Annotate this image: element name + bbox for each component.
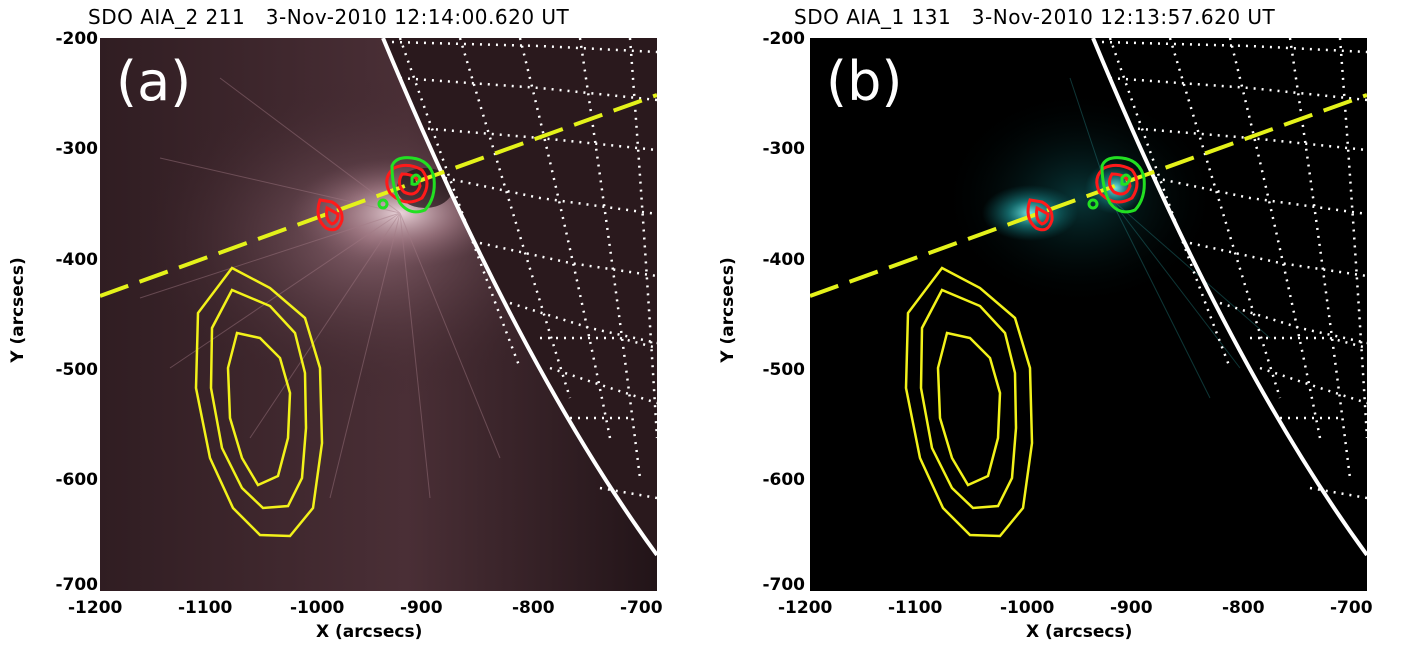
x-tick-label: -1100 xyxy=(888,598,943,618)
x-tick-label: -800 xyxy=(1222,598,1265,618)
x-tick-label: -1200 xyxy=(68,598,123,618)
panel-label: (b) xyxy=(826,50,903,113)
panel-a: SDO AIA_2 211 3-Nov-2010 12:14:00.620 UT… xyxy=(0,0,700,652)
solar-limb xyxy=(381,38,657,557)
y-tick-label: -400 xyxy=(762,250,805,270)
green-contours xyxy=(377,156,436,214)
solar-image-131: (b) xyxy=(810,38,1367,591)
y-tick-label: -400 xyxy=(55,250,98,270)
solar-image-svg-a xyxy=(100,38,657,591)
red-contours xyxy=(316,163,429,232)
x-tick-label: -800 xyxy=(512,598,555,618)
x-tick-label: -900 xyxy=(1110,598,1153,618)
y-tick-label: -500 xyxy=(55,360,98,380)
panel-title: SDO AIA_2 211 3-Nov-2010 12:14:00.620 UT xyxy=(88,5,570,29)
yellow-contours xyxy=(194,266,324,538)
y-tick-label: -600 xyxy=(762,470,805,490)
y-tick-label: -600 xyxy=(55,470,98,490)
green-contours xyxy=(1087,156,1146,214)
y-tick-label: -700 xyxy=(762,575,805,595)
y-tick-label: -300 xyxy=(55,139,98,159)
y-tick-label: -200 xyxy=(762,29,805,49)
coronal-rays xyxy=(139,77,501,499)
y-axis-label: Y (arcsecs) xyxy=(718,257,738,363)
y-axis-label: Y (arcsecs) xyxy=(8,257,28,363)
x-axis-label: X (arcsecs) xyxy=(316,622,423,642)
y-tick-label: -500 xyxy=(762,360,805,380)
x-axis-label: X (arcsecs) xyxy=(1026,622,1133,642)
y-tick-label: -300 xyxy=(762,139,805,159)
x-tick-label: -700 xyxy=(1330,598,1373,618)
corona-glow xyxy=(940,88,1220,308)
panel-b: SDO AIA_1 131 3-Nov-2010 12:13:57.620 UT… xyxy=(710,0,1417,652)
solar-limb xyxy=(1091,38,1367,557)
panel-title: SDO AIA_1 131 3-Nov-2010 12:13:57.620 UT xyxy=(794,5,1276,29)
panel-label: (a) xyxy=(116,50,192,113)
yellow-contours xyxy=(904,266,1034,538)
slit-line xyxy=(100,93,657,298)
y-tick-label: -700 xyxy=(55,575,98,595)
solar-image-211: (a) xyxy=(100,38,657,591)
x-tick-label: -1100 xyxy=(178,598,233,618)
solar-disk xyxy=(383,38,657,555)
x-tick-label: -700 xyxy=(620,598,663,618)
x-tick-label: -1200 xyxy=(778,598,833,618)
flare-loop-glow xyxy=(982,185,1078,241)
x-tick-label: -1000 xyxy=(1000,598,1055,618)
solar-image-svg-b xyxy=(810,38,1367,591)
slit-line xyxy=(810,93,1367,298)
y-tick-label: -200 xyxy=(55,29,98,49)
x-tick-label: -1000 xyxy=(290,598,345,618)
x-tick-label: -900 xyxy=(400,598,443,618)
